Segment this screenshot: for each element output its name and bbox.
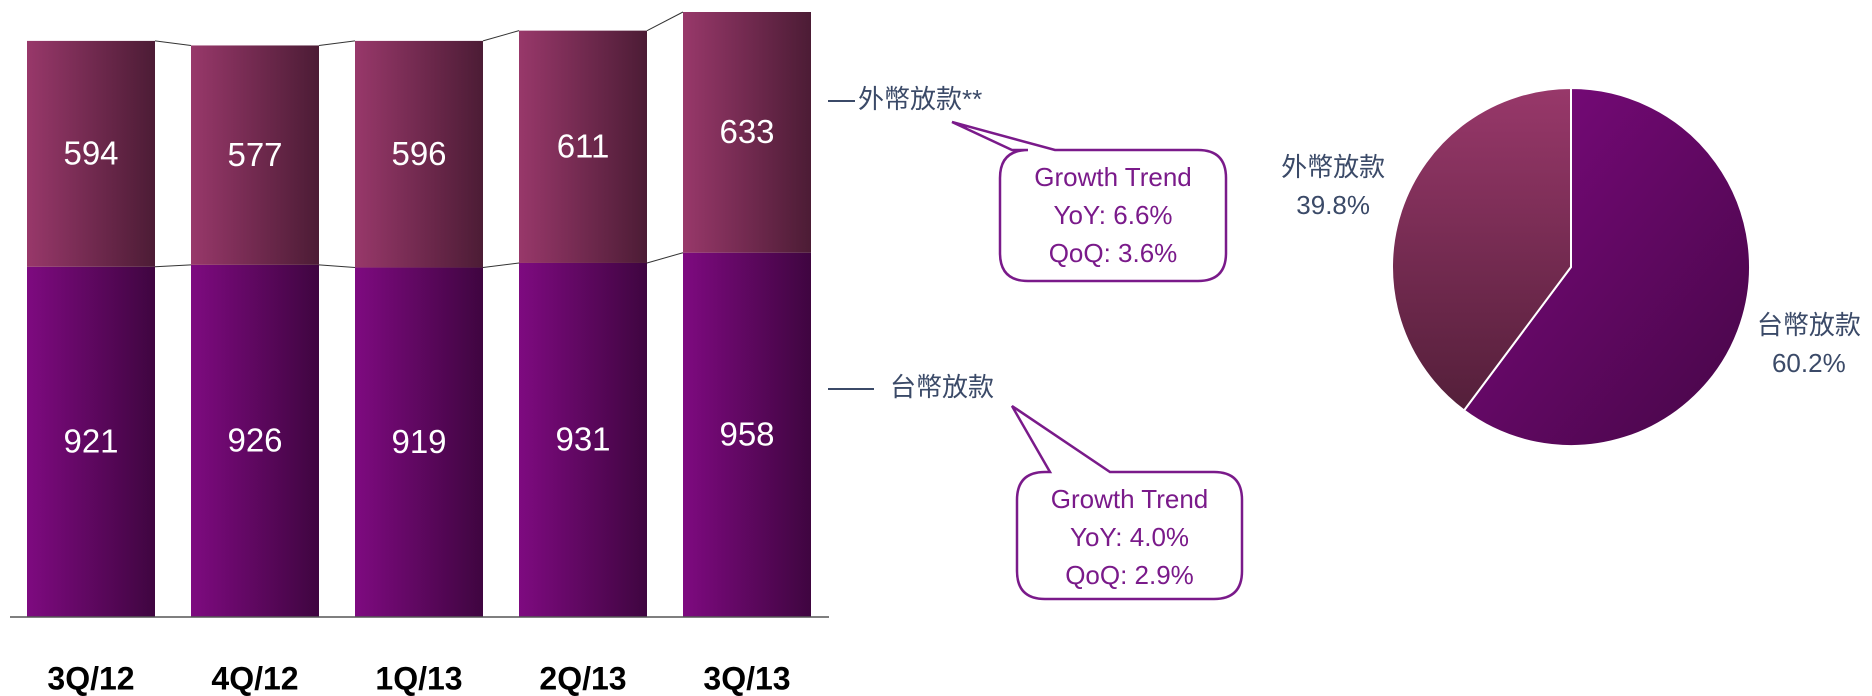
bar-segment bbox=[683, 12, 811, 253]
value-label: 958 bbox=[719, 416, 774, 453]
pie-category-label: 外幣放款 bbox=[1281, 152, 1385, 182]
value-label: 931 bbox=[555, 421, 610, 458]
bar-segment bbox=[191, 45, 319, 265]
callout-text: Growth Trend bbox=[1051, 484, 1209, 514]
bar-segment bbox=[519, 262, 647, 617]
bar-segment bbox=[519, 30, 647, 263]
value-label: 926 bbox=[227, 422, 282, 459]
connector bbox=[646, 252, 684, 264]
connector bbox=[154, 40, 192, 46]
callout-box bbox=[951, 120, 1228, 283]
connector bbox=[154, 264, 192, 268]
connector bbox=[318, 40, 356, 46]
bar-segment bbox=[355, 267, 483, 617]
x-tick-label: 2Q/13 bbox=[539, 660, 626, 696]
x-tick-label: 4Q/12 bbox=[211, 660, 298, 696]
x-tick-label: 3Q/13 bbox=[703, 660, 790, 696]
value-label: 596 bbox=[391, 135, 446, 172]
callout-text: YoY: 6.6% bbox=[1053, 200, 1172, 230]
x-tick-label: 1Q/13 bbox=[375, 660, 462, 696]
callout-text: YoY: 4.0% bbox=[1070, 522, 1189, 552]
value-label: 633 bbox=[719, 113, 774, 150]
value-label: 594 bbox=[63, 135, 118, 172]
bar-segment bbox=[355, 40, 483, 268]
connector bbox=[482, 30, 520, 42]
callout-box bbox=[1010, 404, 1244, 601]
connector bbox=[482, 262, 520, 269]
bar-segment bbox=[191, 264, 319, 617]
x-tick-label: 3Q/12 bbox=[47, 660, 134, 696]
legend-label: 台幣放款 bbox=[890, 372, 994, 402]
pie-value-label: 39.8% bbox=[1296, 190, 1370, 220]
connector bbox=[318, 264, 356, 269]
legend-label: 外幣放款** bbox=[858, 84, 982, 114]
bar-segment bbox=[27, 266, 155, 617]
value-label: 577 bbox=[227, 136, 282, 173]
callout-text: QoQ: 2.9% bbox=[1065, 560, 1194, 590]
pie-value-label: 60.2% bbox=[1772, 348, 1846, 378]
bar-segment bbox=[683, 252, 811, 618]
bar-segment bbox=[27, 40, 155, 267]
callout-text: QoQ: 3.6% bbox=[1049, 238, 1178, 268]
value-label: 921 bbox=[63, 423, 118, 460]
value-label: 919 bbox=[391, 423, 446, 460]
connector bbox=[646, 11, 684, 32]
pie-slice bbox=[1391, 86, 1572, 412]
callout-text: Growth Trend bbox=[1034, 162, 1192, 192]
value-label: 611 bbox=[557, 128, 610, 165]
pie-category-label: 台幣放款 bbox=[1757, 310, 1861, 340]
pie-slice bbox=[1462, 86, 1751, 447]
